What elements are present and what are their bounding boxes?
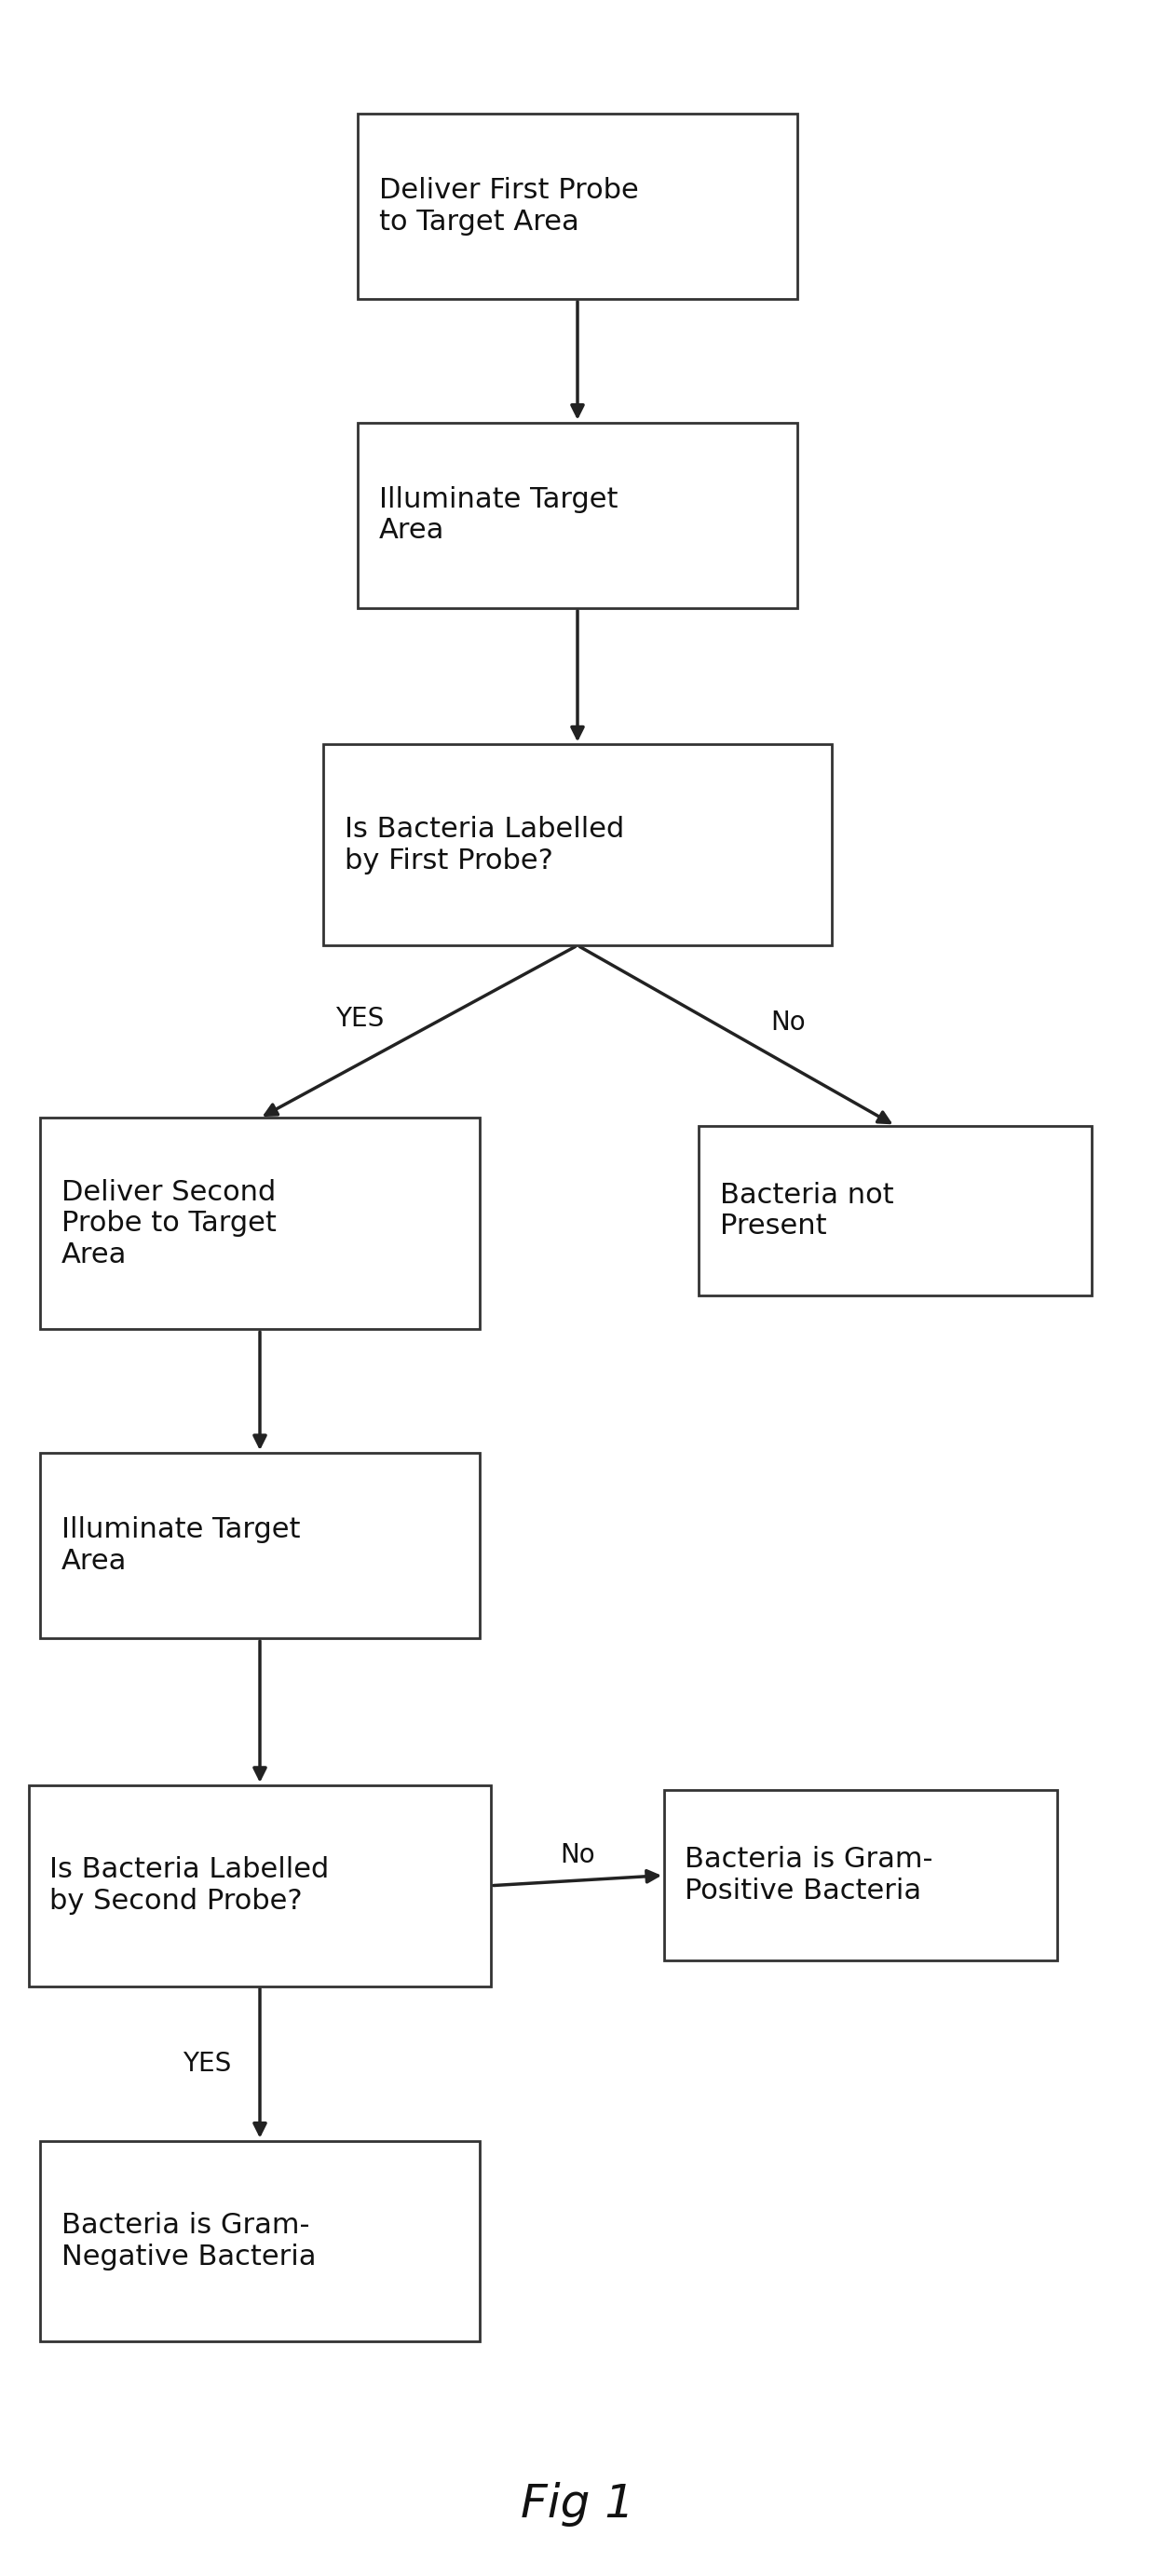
Bar [358,113,797,299]
Text: Bacteria is Gram-
Positive Bacteria: Bacteria is Gram- Positive Bacteria [685,1847,933,1904]
Text: Is Bacteria Labelled
by First Probe?: Is Bacteria Labelled by First Probe? [344,817,624,873]
Text: Deliver Second
Probe to Target
Area: Deliver Second Probe to Target Area [61,1180,276,1267]
Bar [699,1126,1091,1296]
Bar [40,1118,479,1329]
Bar [29,1785,491,1986]
Text: No: No [560,1842,595,1868]
Text: YES: YES [182,2050,231,2076]
Text: YES: YES [335,1005,383,1033]
Bar [40,1453,479,1638]
Text: Illuminate Target
Area: Illuminate Target Area [379,487,618,544]
Bar [664,1790,1057,1960]
Bar [358,422,797,608]
Text: Is Bacteria Labelled
by Second Probe?: Is Bacteria Labelled by Second Probe? [50,1857,329,1914]
Text: Bacteria not
Present: Bacteria not Present [720,1182,894,1239]
Text: Bacteria is Gram-
Negative Bacteria: Bacteria is Gram- Negative Bacteria [61,2213,316,2269]
Text: No: No [772,1010,806,1036]
Bar [40,2141,479,2342]
Text: Deliver First Probe
to Target Area: Deliver First Probe to Target Area [379,178,639,234]
Text: Illuminate Target
Area: Illuminate Target Area [61,1517,300,1574]
Text: Fig 1: Fig 1 [521,2481,634,2527]
Bar [323,744,832,945]
